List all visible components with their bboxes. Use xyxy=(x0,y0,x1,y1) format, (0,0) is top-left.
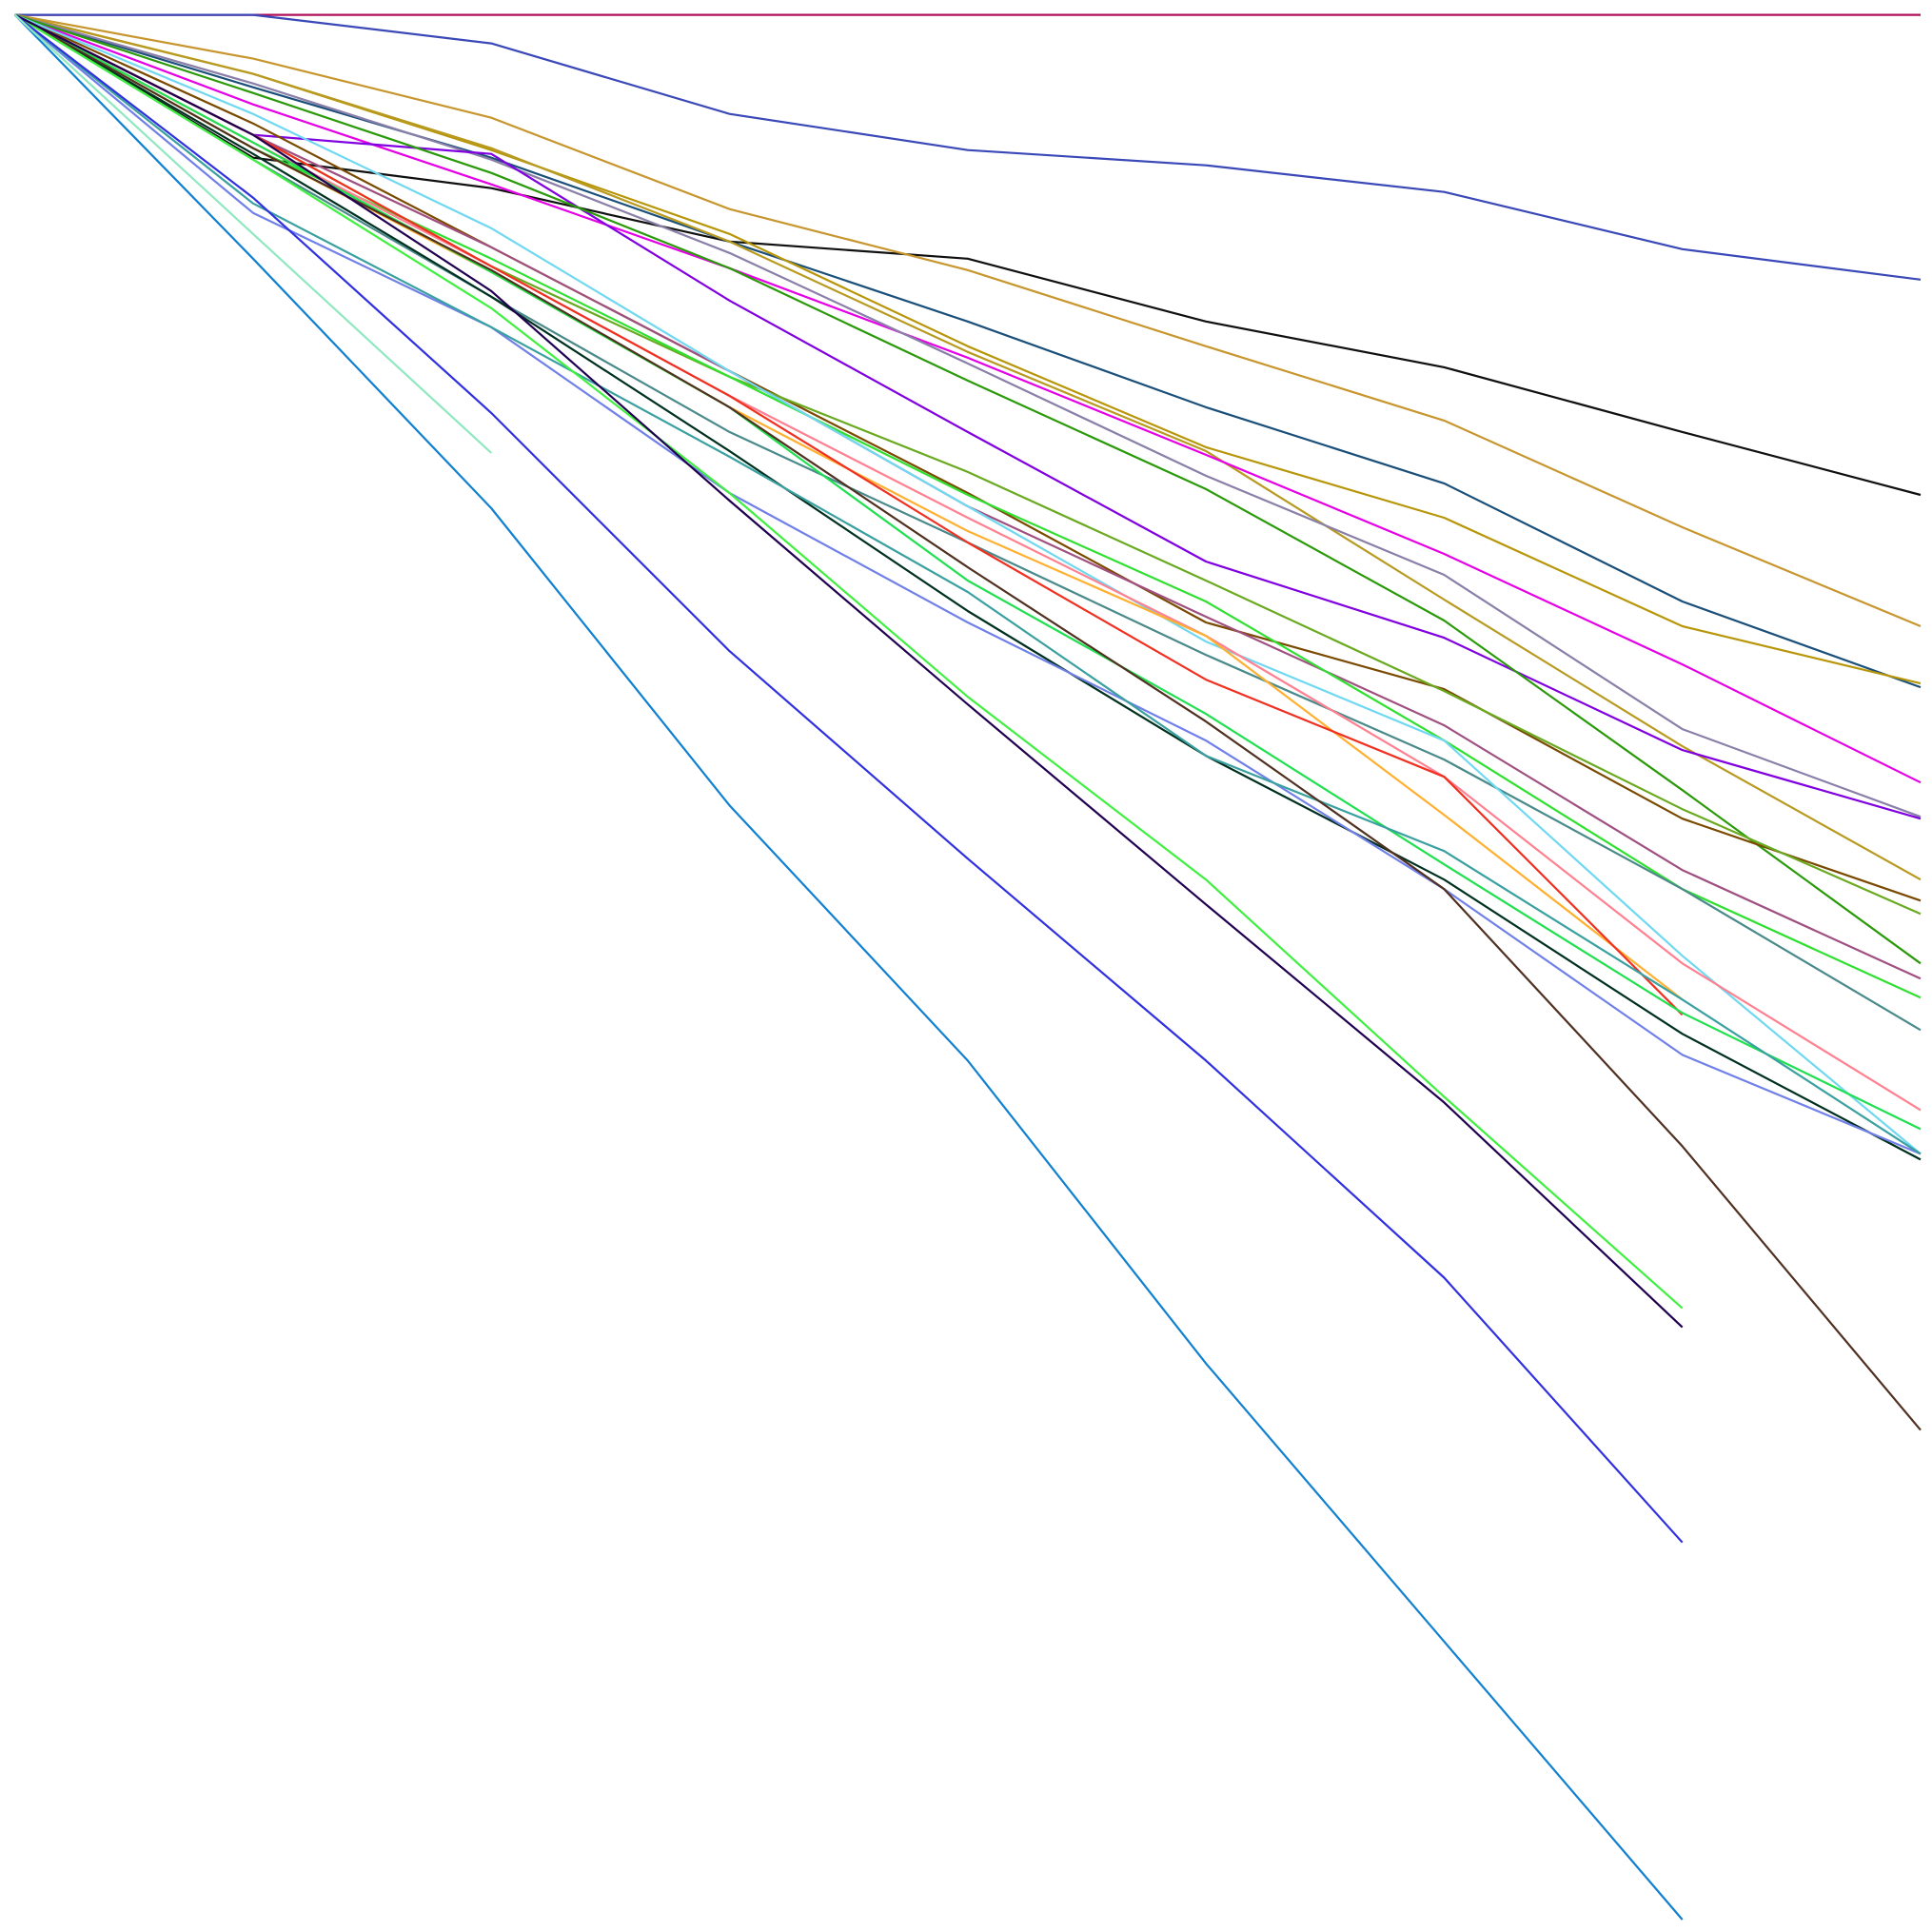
series-line-22 xyxy=(14,13,1922,1161)
series-line-7 xyxy=(14,13,1922,881)
series-line-24 xyxy=(13,13,1922,1155)
series-line-9 xyxy=(14,13,1922,818)
series-line-3 xyxy=(14,13,1922,497)
series-line-19 xyxy=(14,13,1684,1001)
series-line-29 xyxy=(13,13,1684,1921)
series-layer xyxy=(13,13,1922,1921)
series-line-23 xyxy=(13,13,1922,1155)
series-line-21 xyxy=(14,13,1922,1131)
series-line-2 xyxy=(14,13,1922,281)
series-line-17 xyxy=(14,13,1922,1155)
series-line-25 xyxy=(14,13,1922,1431)
series-line-20 xyxy=(14,13,1684,1016)
series-line-18 xyxy=(14,13,1922,1112)
series-line-28 xyxy=(13,13,1684,1544)
series-line-27 xyxy=(14,13,1684,1329)
series-line-6 xyxy=(14,13,1922,685)
series-line-30 xyxy=(13,13,492,454)
series-line-12 xyxy=(14,13,1922,902)
series-line-5 xyxy=(14,13,1922,689)
series-line-10 xyxy=(14,13,1922,820)
series-line-11 xyxy=(14,13,1922,965)
series-line-4 xyxy=(14,13,1922,628)
series-line-14 xyxy=(14,13,1922,980)
series-line-26 xyxy=(14,13,1684,1310)
series-line-8 xyxy=(14,13,1922,784)
